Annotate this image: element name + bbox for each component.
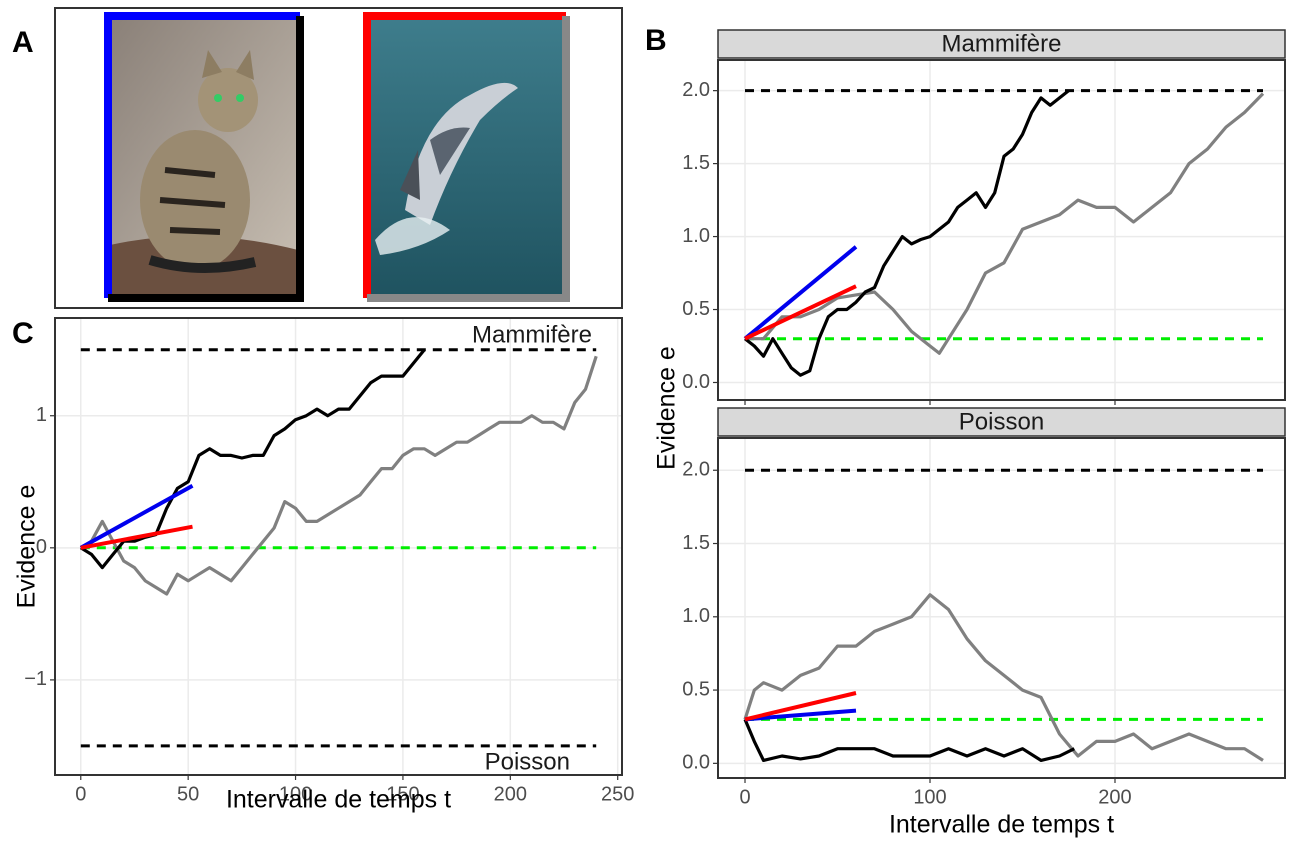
- y-tick-label: 0.0: [682, 371, 710, 393]
- y-tick-label: 1.0: [682, 225, 710, 247]
- y-tick-label: 2.0: [682, 459, 710, 481]
- y-axis-title: Evidence e: [13, 485, 41, 609]
- plot-frame: [717, 437, 1286, 779]
- x-tick-label: 50: [177, 783, 199, 805]
- evidence-line: [79, 355, 598, 596]
- panel-label: A: [12, 26, 34, 59]
- evidence-line: [745, 92, 1265, 355]
- y-tick-label: 1.0: [682, 605, 710, 627]
- y-tick-label: 0.0: [682, 752, 710, 774]
- y-tick-label: 1.5: [682, 152, 710, 174]
- evidence-line: [744, 691, 857, 722]
- annotation: Mammifère: [472, 321, 592, 348]
- y-axis-title: Evidence e: [653, 346, 681, 470]
- y-tick-label: 1: [36, 404, 47, 426]
- facet-strip: [717, 407, 1286, 437]
- x-tick-label: 100: [279, 783, 312, 805]
- dolphin-frame-right-bottom: [367, 16, 570, 302]
- evidence-line: [744, 89, 1070, 377]
- x-tick-label: 0: [739, 786, 750, 808]
- x-tick-label: 200: [494, 783, 527, 805]
- evidence-line: [744, 284, 857, 341]
- evidence-line: [80, 524, 193, 550]
- cat-image: [109, 18, 299, 296]
- plot-background: [718, 438, 1285, 778]
- facet-label: Poisson: [959, 408, 1044, 435]
- x-tick-label: 250: [601, 783, 634, 805]
- plot-frame: [717, 59, 1286, 401]
- annotation: Poisson: [485, 748, 570, 775]
- y-tick-label: 1.5: [682, 532, 710, 554]
- panel-label: C: [12, 317, 34, 350]
- dolphin-image: [368, 18, 564, 296]
- y-tick-label: 0.5: [682, 298, 710, 320]
- panel-label: B: [645, 24, 667, 57]
- evidence-line: [744, 708, 857, 722]
- dolphin-frame-left-top: [363, 12, 566, 298]
- evidence-line: [743, 593, 1264, 762]
- facet-strip: [717, 29, 1286, 59]
- y-tick-label: 2.0: [682, 79, 710, 101]
- x-tick-label: 200: [1098, 786, 1131, 808]
- x-tick-label: 0: [75, 783, 86, 805]
- y-tick-label: 0: [36, 536, 47, 558]
- plot-frame: [54, 317, 623, 776]
- plot-background: [718, 60, 1285, 400]
- x-tick-label: 100: [913, 786, 946, 808]
- y-tick-label: −1: [24, 668, 47, 690]
- cat-frame-right-bottom: [108, 16, 304, 302]
- x-axis-title: Intervalle de temps t: [889, 811, 1114, 839]
- x-axis-title: Intervalle de temps t: [226, 786, 451, 814]
- evidence-line: [743, 718, 1076, 762]
- facet-label: Mammifère: [941, 30, 1061, 57]
- evidence-line: [79, 483, 194, 550]
- x-tick-label: 150: [386, 783, 419, 805]
- y-tick-label: 0.5: [682, 678, 710, 700]
- evidence-line: [79, 348, 426, 570]
- cat-frame-left-top: [104, 12, 300, 298]
- evidence-line: [743, 245, 858, 341]
